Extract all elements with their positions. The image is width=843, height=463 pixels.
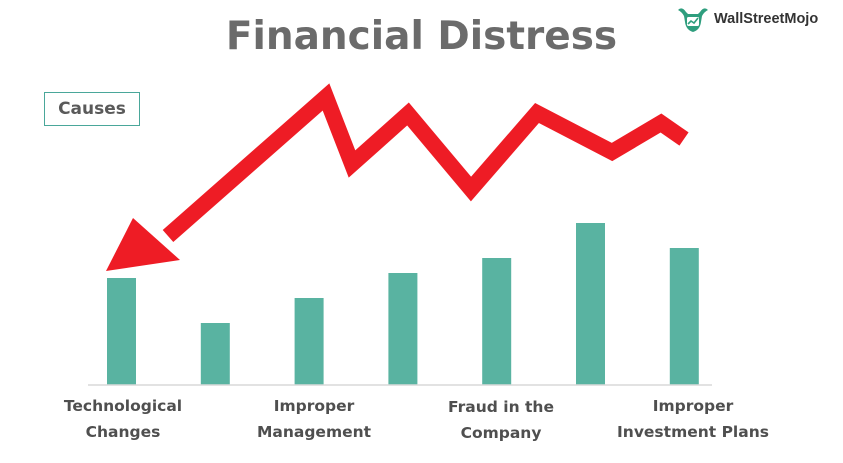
category-label-fraud-in-the-company: Fraud in the Company (448, 398, 554, 442)
bar-3 (294, 298, 324, 385)
wallstreetmojo-logo: WallStreetMojo (676, 4, 818, 34)
arrowhead (106, 218, 180, 271)
bar-4 (388, 273, 418, 385)
bar-7 (669, 248, 699, 385)
bar-1 (107, 278, 136, 385)
bar-6 (576, 223, 605, 385)
arrow-line (162, 83, 689, 243)
bar-5 (482, 258, 512, 385)
category-label-improper-investment-plans: Improper Investment Plans (617, 397, 769, 441)
page-title: Financial Distress (225, 14, 618, 59)
logo-text: WallStreetMojo (714, 11, 819, 27)
bar-2 (200, 323, 230, 385)
downtrend-arrow-icon (106, 83, 689, 271)
category-label-technological-changes: Technological Changes (63, 397, 183, 441)
bars-group (107, 223, 699, 385)
category-label-improper-management: Improper Management (256, 397, 372, 441)
causes-label-box: Causes (44, 92, 140, 126)
bull-logo-icon (678, 8, 708, 32)
